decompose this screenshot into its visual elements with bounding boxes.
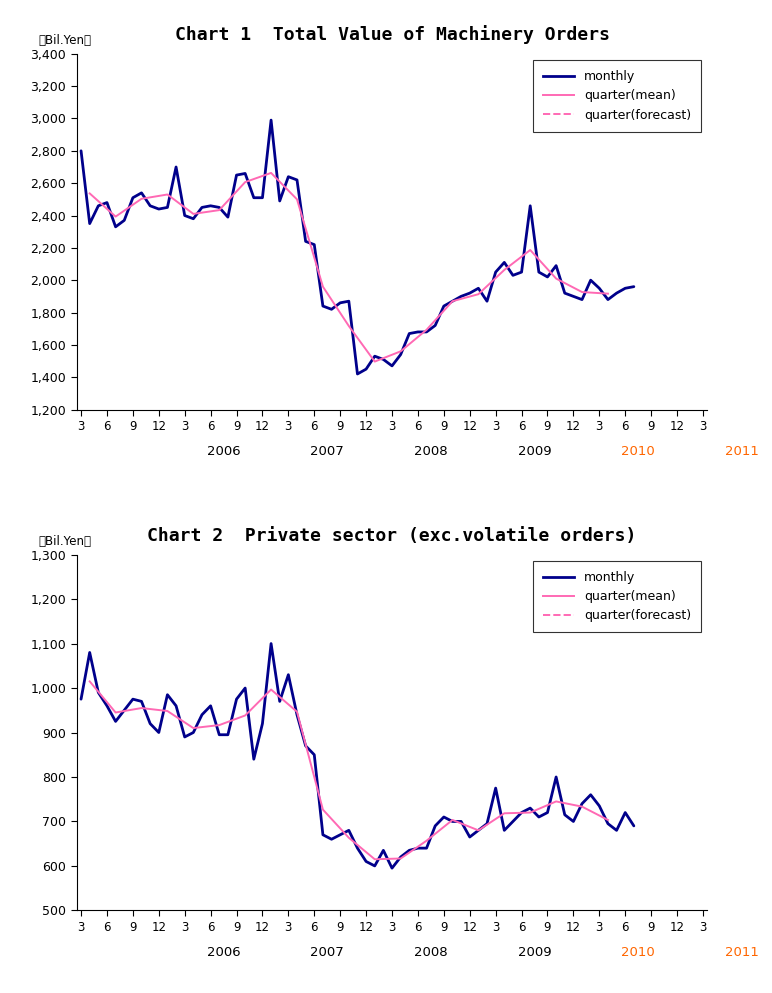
Title: Chart 1  Total Value of Machinery Orders: Chart 1 Total Value of Machinery Orders [174, 25, 610, 44]
Text: 2006: 2006 [207, 946, 240, 959]
Text: 2008: 2008 [414, 445, 448, 458]
Text: 2007: 2007 [310, 445, 344, 458]
Text: 2010: 2010 [621, 445, 655, 458]
Legend: monthly, quarter(mean), quarter(forecast): monthly, quarter(mean), quarter(forecast… [533, 60, 701, 131]
Text: 2007: 2007 [310, 946, 344, 959]
Text: （Bil.Yen）: （Bil.Yen） [39, 534, 92, 547]
Text: 2009: 2009 [518, 445, 551, 458]
Text: 2006: 2006 [207, 445, 240, 458]
Text: 2011: 2011 [725, 946, 759, 959]
Text: （Bil.Yen）: （Bil.Yen） [39, 34, 92, 47]
Title: Chart 2  Private sector (exc.volatile orders): Chart 2 Private sector (exc.volatile ord… [147, 526, 637, 545]
Text: 2010: 2010 [621, 946, 655, 959]
Legend: monthly, quarter(mean), quarter(forecast): monthly, quarter(mean), quarter(forecast… [533, 561, 701, 633]
Text: 2011: 2011 [725, 445, 759, 458]
Text: 2009: 2009 [518, 946, 551, 959]
Text: 2008: 2008 [414, 946, 448, 959]
